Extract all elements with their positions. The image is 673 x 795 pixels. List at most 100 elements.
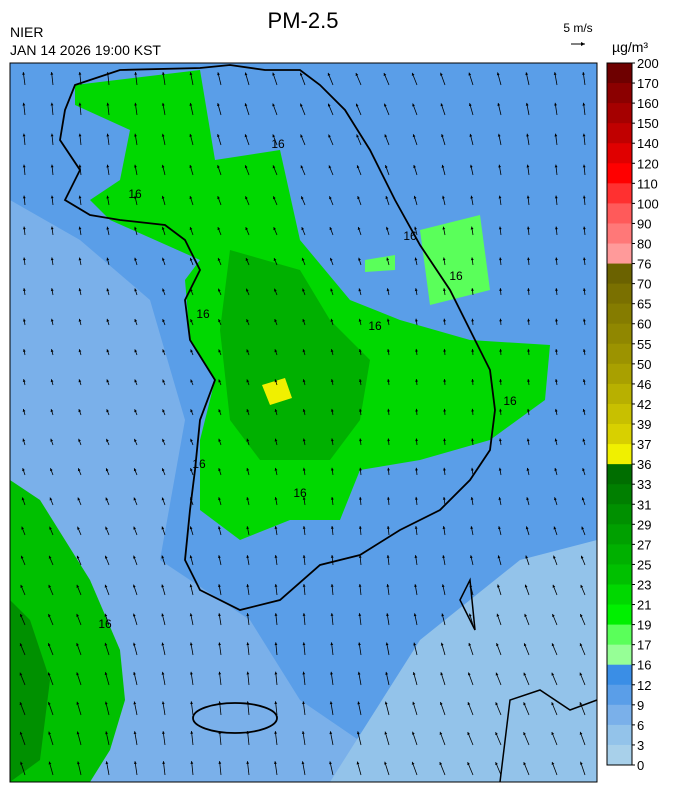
wind-arrow-head: [50, 164, 54, 168]
wind-arrow-head: [470, 497, 474, 500]
wind-arrow-head: [246, 438, 250, 442]
wind-arrow-head: [330, 555, 334, 558]
wind-arrow-head: [246, 497, 250, 501]
wind-arrow-head: [134, 349, 138, 353]
wind-arrow-head: [300, 165, 304, 169]
wind-arrow-head: [359, 408, 362, 412]
legend-swatch: [607, 484, 632, 505]
wind-arrow-head: [22, 409, 26, 412]
wind-arrow-head: [161, 72, 165, 75]
wind-arrow-head: [412, 672, 416, 676]
wind-arrow-head: [554, 408, 558, 412]
legend-swatch: [607, 584, 632, 606]
wind-arrow-head: [384, 731, 388, 735]
wind-arrow-head: [48, 584, 52, 588]
wind-arrow-head: [413, 642, 417, 646]
wind-arrow-head: [414, 288, 418, 292]
wind-arrow-head: [246, 288, 249, 292]
wind-arrow-head: [78, 195, 82, 199]
wind-arrow-head: [582, 257, 586, 261]
legend-label: 27: [637, 537, 651, 552]
wind-arrow-head: [274, 671, 278, 675]
wind-arrow-head: [190, 438, 193, 442]
wind-arrow-head: [442, 526, 446, 529]
legend-swatch: [607, 524, 632, 545]
wind-arrow-head: [22, 318, 26, 322]
wind-arrow-head: [386, 555, 390, 558]
wind-arrow-head: [274, 642, 278, 646]
yellow-spot: [262, 378, 292, 405]
wind-arrow-head: [190, 379, 194, 383]
wind-arrow-head: [133, 701, 137, 705]
wind-arrow-head: [582, 438, 586, 442]
legend-swatch: [607, 403, 632, 425]
wind-arrow-head: [50, 288, 54, 292]
wind-arrow-head: [302, 318, 306, 322]
wind-arrow-head: [329, 701, 333, 705]
wind-arrow-head: [133, 497, 137, 501]
wind-arrow-head: [523, 732, 526, 736]
wind-arrow-head: [383, 72, 387, 76]
legend-label: 9: [637, 698, 644, 713]
wind-arrow-head: [104, 701, 108, 705]
wind-arrow-head: [134, 226, 137, 230]
wind-arrow-head: [385, 642, 389, 646]
wind-arrow-head: [78, 102, 82, 106]
wind-arrow-head: [300, 134, 303, 138]
wind-arrow-head: [50, 468, 53, 472]
wind-arrow-head: [106, 164, 110, 168]
wind-arrow-head: [443, 348, 447, 352]
wind-arrow-head: [77, 526, 80, 530]
wind-arrow-head: [358, 379, 362, 382]
wind-arrow-head: [161, 584, 165, 588]
wind-arrow-head: [78, 257, 82, 261]
legend-swatch: [607, 163, 632, 184]
wind-arrow-head: [330, 671, 333, 675]
wind-arrow-head: [300, 103, 303, 107]
wind-arrow-head: [190, 349, 193, 353]
wind-arrow-head: [554, 164, 558, 168]
wind-arrow-head: [78, 133, 82, 137]
wind-arrow-head: [246, 526, 250, 530]
wind-arrow-head: [246, 671, 250, 675]
wind-arrow-head: [467, 762, 470, 766]
wind-arrow-head: [274, 555, 278, 558]
wind-arrow-head: [274, 526, 278, 529]
wind-arrow-head: [22, 349, 26, 352]
contour-label: 16: [196, 307, 210, 321]
wind-arrow-head: [359, 496, 362, 500]
wind-arrow-head: [554, 438, 558, 442]
wind-arrow-head: [357, 701, 361, 705]
wind-arrow-head: [553, 72, 557, 76]
legend-label: 25: [637, 557, 651, 572]
legend-swatch: [607, 464, 632, 485]
wind-arrow-head: [162, 257, 165, 261]
darker-green: [220, 250, 370, 460]
wind-arrow-head: [245, 227, 249, 231]
wind-arrow-head: [442, 288, 446, 291]
legend-label: 31: [637, 497, 651, 512]
wind-arrow-head: [468, 613, 472, 617]
legend-label: 90: [637, 216, 651, 231]
wind-arrow-head: [106, 409, 110, 413]
legend-label: 120: [637, 156, 659, 171]
wind-arrow-head: [77, 761, 80, 765]
wind-arrow-head: [359, 467, 362, 471]
wind-arrow-head: [495, 702, 499, 706]
wind-arrow-head: [330, 438, 334, 442]
wind-arrow-head: [301, 227, 305, 231]
contour-label: 16: [98, 617, 112, 631]
wind-arrow-head: [217, 103, 220, 107]
wind-arrow-head: [245, 196, 248, 200]
wind-arrow-head: [329, 257, 333, 261]
wind-arrow-head: [190, 319, 193, 323]
legend-swatch: [607, 424, 632, 445]
wind-arrow-head: [76, 701, 80, 705]
wind-arrow-head: [385, 226, 389, 230]
wind-arrow-head: [106, 379, 110, 383]
light-green: [365, 215, 490, 305]
wind-arrow-head: [442, 195, 445, 199]
wind-arrow-head: [132, 613, 136, 617]
legend-swatch: [607, 263, 632, 285]
wind-arrow-head: [302, 526, 306, 529]
